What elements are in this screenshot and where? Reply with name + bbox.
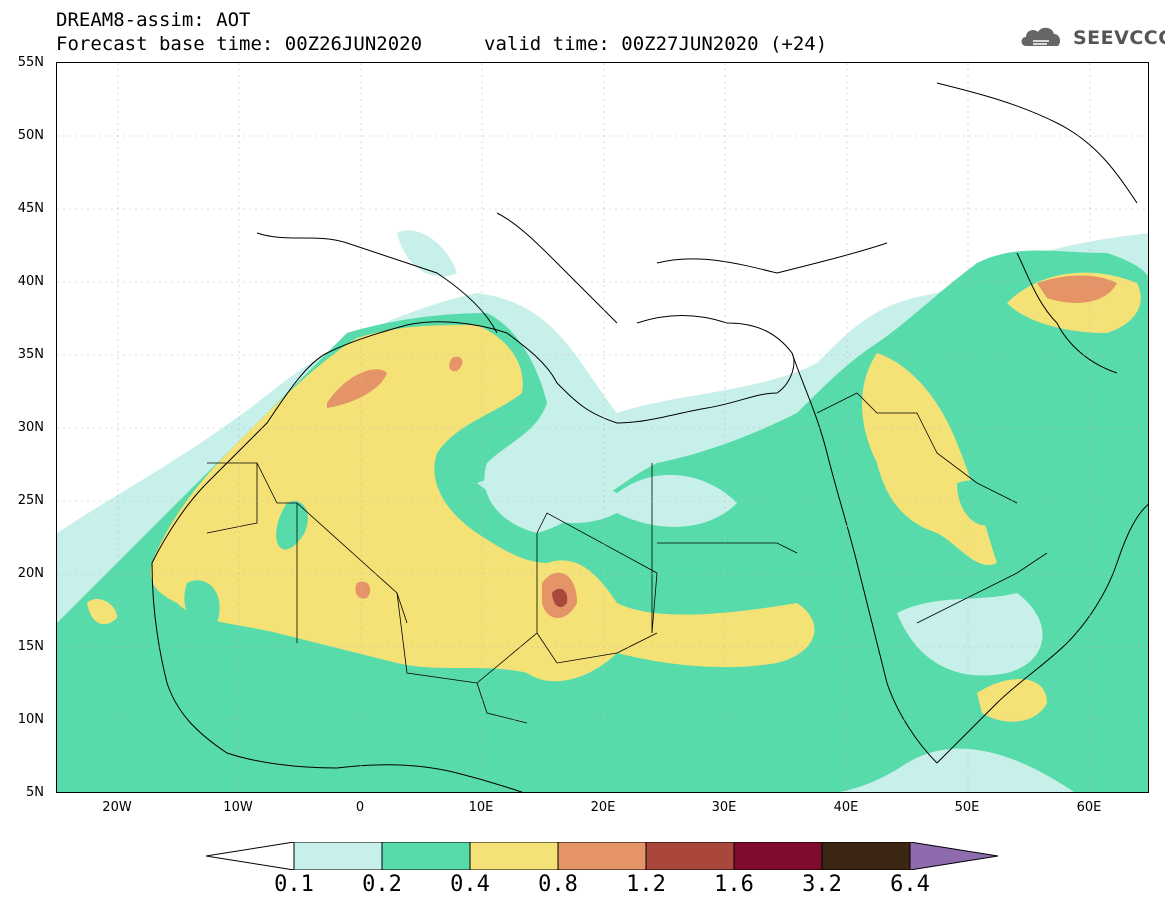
legend-level: 0.8 xyxy=(538,872,578,897)
lat-label: 10N xyxy=(17,712,44,727)
lon-label: 30E xyxy=(711,800,737,815)
colorbar-swatch xyxy=(469,842,559,870)
colorbar-swatch xyxy=(733,842,823,870)
map-title: DREAM8-assim: AOT xyxy=(56,9,251,31)
logo-text: SEEVCCC xyxy=(1073,27,1165,49)
lon-label: 20W xyxy=(102,800,132,815)
lat-label: 50N xyxy=(17,128,44,143)
legend-level: 1.2 xyxy=(626,872,666,897)
lon-label: 20E xyxy=(590,800,616,815)
lat-label: 20N xyxy=(17,566,44,581)
colorbar xyxy=(206,842,998,870)
colorbar-swatch xyxy=(645,842,735,870)
colorbar-low-arrow xyxy=(206,842,295,870)
colorbar-swatch xyxy=(381,842,471,870)
legend-level: 0.2 xyxy=(362,872,402,897)
colorbar-swatch xyxy=(821,842,911,870)
lat-label: 30N xyxy=(17,420,44,435)
colorbar-high-arrow xyxy=(909,842,998,870)
lat-label: 15N xyxy=(17,639,44,654)
lon-label: 0 xyxy=(355,800,365,815)
lon-label: 60E xyxy=(1076,800,1102,815)
lat-label: 40N xyxy=(17,274,44,289)
cloud-icon xyxy=(1021,27,1061,46)
aot-field xyxy=(57,63,1148,792)
lat-label: 5N xyxy=(26,785,44,800)
colorbar-swatch xyxy=(293,842,383,870)
lat-label: 45N xyxy=(17,201,44,216)
lat-label: 25N xyxy=(17,493,44,508)
lon-label: 50E xyxy=(954,800,980,815)
legend-level: 0.4 xyxy=(450,872,490,897)
legend-level: 3.2 xyxy=(802,872,842,897)
lat-label: 55N xyxy=(17,55,44,70)
legend-level: 1.6 xyxy=(714,872,754,897)
colorbar-swatch xyxy=(557,842,647,870)
aot-map xyxy=(56,62,1149,793)
lon-label: 10E xyxy=(468,800,494,815)
lon-label: 10W xyxy=(223,800,253,815)
valid-time: valid time: 00Z27JUN2020 (+24) xyxy=(484,33,828,55)
lat-label: 35N xyxy=(17,347,44,362)
legend-level: 0.1 xyxy=(274,872,314,897)
lon-label: 40E xyxy=(833,800,859,815)
legend-level: 6.4 xyxy=(890,872,930,897)
forecast-base-time: Forecast base time: 00Z26JUN2020 xyxy=(56,33,423,55)
